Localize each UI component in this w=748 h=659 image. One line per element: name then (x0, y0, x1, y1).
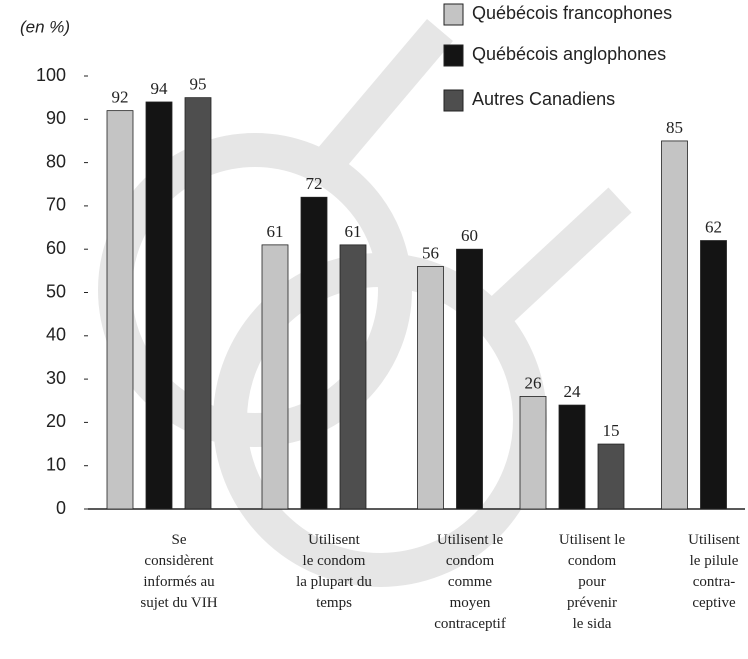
value-label: 24 (564, 382, 582, 401)
bar (519, 396, 547, 510)
bar (661, 140, 688, 510)
bar (417, 266, 444, 510)
value-label: 60 (461, 226, 478, 245)
value-label: 56 (422, 243, 439, 262)
bar (597, 443, 625, 510)
y-tick-label: 30 (46, 368, 66, 388)
legend-swatch (443, 89, 464, 112)
x-tick-label: Utilisent le condom la plupart du temps (296, 532, 372, 611)
y-tick-label: 70 (46, 195, 66, 215)
value-label: 15 (603, 421, 620, 440)
value-label: 95 (190, 75, 207, 94)
legend-label: Autres Canadiens (472, 89, 615, 109)
y-axis-unit: (en %) (20, 17, 70, 36)
legend-label: Québécois anglophones (472, 44, 666, 64)
value-label: 94 (151, 79, 169, 98)
x-tick-label: Utilisent le condom comme moyen contrace… (434, 532, 506, 632)
bar (558, 404, 586, 510)
value-label: 72 (306, 174, 323, 193)
bar (145, 101, 173, 510)
x-tick-label: Utilisent le pilule contra- ceptive (688, 532, 740, 611)
y-tick-label: 60 (46, 238, 66, 258)
bar (300, 196, 328, 510)
x-tick-label: Utilisent le condom pour prévenir le sid… (558, 532, 626, 632)
bar (339, 244, 367, 510)
value-label: 92 (112, 88, 129, 107)
y-tick-label: 0 (56, 498, 66, 518)
y-tick-label: 20 (46, 411, 66, 431)
legend-swatch (443, 44, 464, 67)
legend-label: Québécois francophones (472, 3, 672, 23)
y-tick-label: 80 (46, 151, 66, 171)
y-tick-label: 90 (46, 108, 66, 128)
y-tick-label: 50 (46, 281, 66, 301)
bar (456, 248, 483, 510)
x-tick-label: Se considèrent informés au sujet du VIH (140, 532, 218, 611)
value-label: 26 (525, 373, 542, 392)
value-label: 61 (267, 222, 284, 241)
value-label: 62 (705, 217, 722, 236)
value-label: 61 (345, 222, 362, 241)
legend-swatch (443, 3, 464, 26)
bar (261, 244, 289, 510)
y-tick-label: 40 (46, 325, 66, 345)
bar (700, 240, 727, 510)
value-label: 85 (666, 118, 683, 137)
y-tick-label: 100 (36, 65, 66, 85)
bar (106, 110, 134, 510)
bar (184, 97, 212, 510)
y-tick-label: 10 (46, 454, 66, 474)
